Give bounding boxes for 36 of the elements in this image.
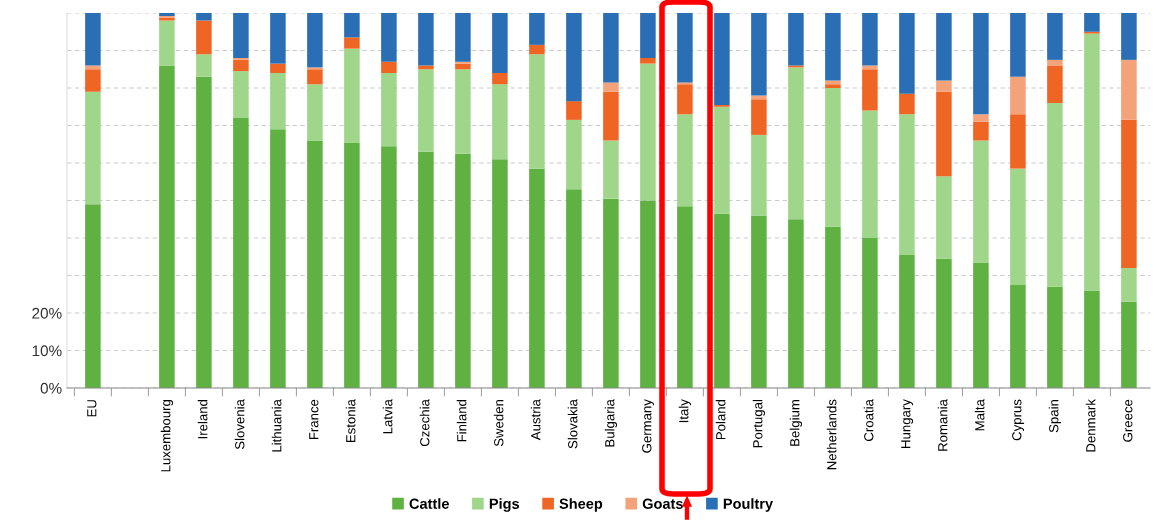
x-tick-label: Austria (530, 399, 541, 441)
x-tick-label: Romania (937, 399, 948, 451)
y-tick-label: 0% (40, 382, 62, 394)
x-tick-label: EU (87, 400, 97, 417)
x-tick-label: Cyprus (1012, 399, 1025, 441)
x-tick-label: Greece (1123, 399, 1133, 442)
legend-label: Cattle (409, 498, 449, 509)
x-tick-label: Finland (456, 399, 467, 442)
x-tick-label: Croatia (863, 399, 874, 441)
x-tick-label: Ireland (197, 399, 208, 439)
x-tick-label: Luxembourg (160, 399, 174, 472)
x-tick-label: Slovenia (234, 399, 245, 450)
x-tick-label: Lithuania (271, 399, 282, 452)
x-tick-label: Hungary (901, 399, 914, 448)
x-tick-label: Estonia (345, 399, 356, 443)
x-tick-label: France (309, 399, 319, 440)
x-tick-label: Belgium (789, 399, 803, 446)
legend-label: Poultry (723, 498, 774, 512)
x-tick-label: Denmark (1085, 399, 1096, 452)
x-tick-label: Italy (678, 399, 692, 423)
x-tick-label: Czechia (419, 399, 430, 447)
x-tick-label: Latvia (382, 399, 393, 434)
x-tick-label: Portugal (752, 399, 766, 448)
x-tick-label: Sweden (493, 399, 504, 447)
legend-label: Pigs (489, 498, 520, 512)
y-tick-label: 10% (32, 345, 62, 357)
legend-label: Sheep (559, 498, 603, 512)
x-tick-label: Slovakia (567, 399, 578, 449)
y-tick-label: 20% (32, 307, 62, 319)
x-tick-label: Malta (974, 399, 985, 431)
x-tick-label: Netherlands (826, 399, 837, 470)
x-tick-label: Spain (1048, 399, 1062, 433)
x-tick-label: Germany (642, 399, 655, 453)
x-tick-label: Poland (715, 399, 726, 440)
legend-label: Goats (642, 498, 683, 509)
x-tick-label: Bulgaria (604, 399, 618, 447)
